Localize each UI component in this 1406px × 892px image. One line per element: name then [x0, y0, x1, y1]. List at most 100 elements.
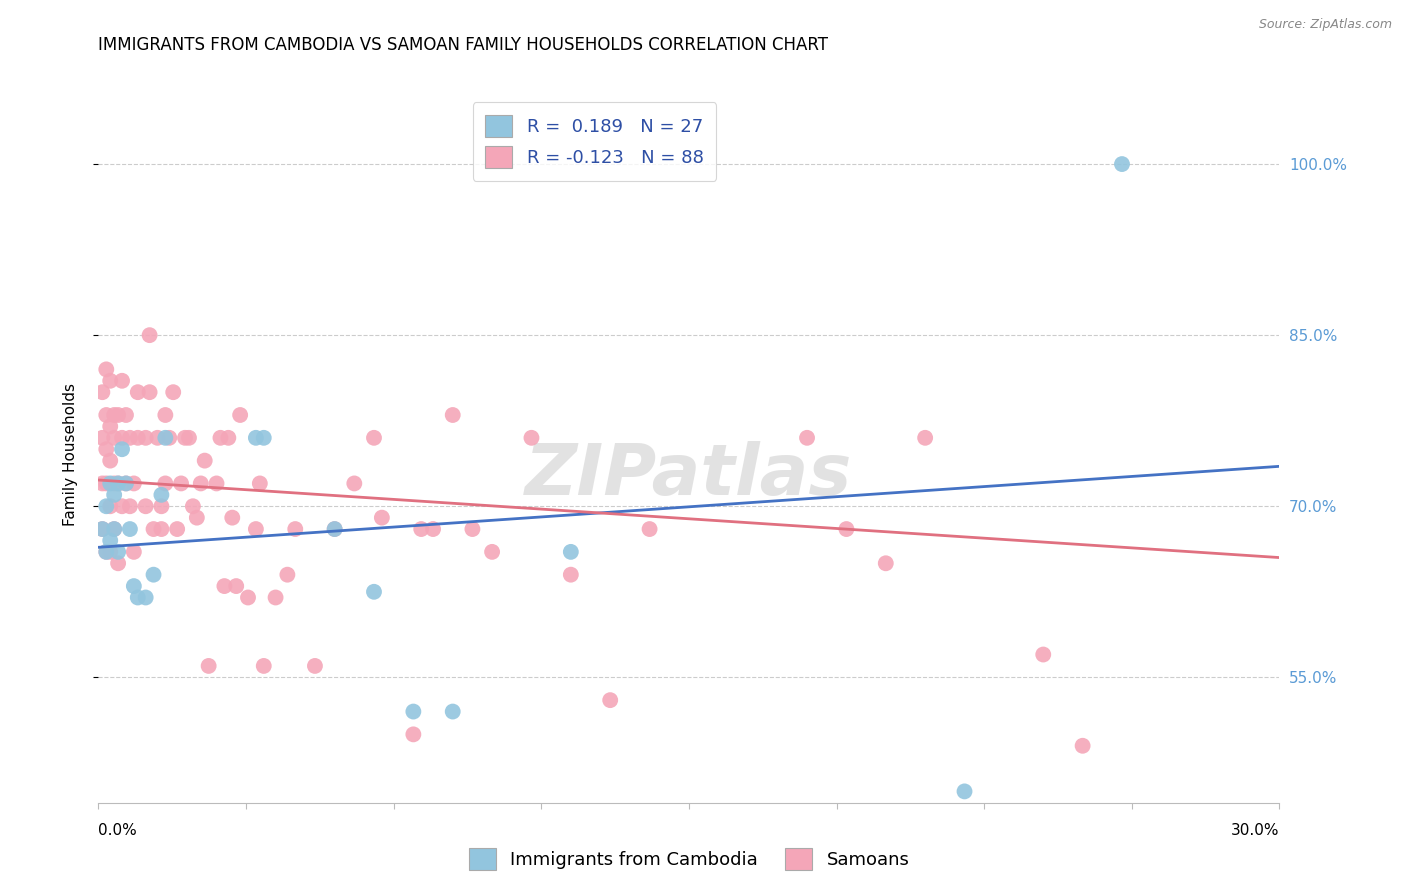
Point [402, 727, 425, 741]
Point [221, 510, 243, 524]
Point [107, 476, 129, 491]
Point [107, 556, 129, 570]
Point [96, 442, 118, 457]
Point [103, 522, 125, 536]
Point [186, 510, 208, 524]
Point [103, 522, 125, 536]
Legend: Immigrants from Cambodia, Samoans: Immigrants from Cambodia, Samoans [461, 841, 917, 877]
Point [96, 362, 118, 376]
Point [91, 431, 114, 445]
Point [181, 500, 204, 514]
Point [122, 579, 145, 593]
Point [1111, 157, 1133, 171]
Point [461, 522, 484, 536]
Point [118, 500, 141, 514]
Point [638, 522, 661, 536]
Point [157, 431, 180, 445]
Point [96, 500, 118, 514]
Point [103, 431, 125, 445]
Point [111, 442, 134, 457]
Point [115, 476, 138, 491]
Point [323, 522, 346, 536]
Point [98, 533, 121, 548]
Point [174, 431, 197, 445]
Point [402, 705, 425, 719]
Point [304, 659, 326, 673]
Point [98, 545, 121, 559]
Point [155, 476, 177, 491]
Point [343, 476, 366, 491]
Point [249, 476, 271, 491]
Point [914, 431, 936, 445]
Point [190, 476, 212, 491]
Point [111, 431, 134, 445]
Point [96, 408, 118, 422]
Point [323, 522, 346, 536]
Point [146, 431, 169, 445]
Point [135, 591, 157, 605]
Point [135, 431, 157, 445]
Point [253, 431, 276, 445]
Point [1032, 648, 1054, 662]
Point [875, 556, 897, 570]
Point [150, 488, 173, 502]
Point [96, 545, 118, 559]
Point [111, 500, 134, 514]
Point [96, 545, 118, 559]
Point [599, 693, 621, 707]
Text: 0.0%: 0.0% [98, 823, 138, 838]
Point [253, 659, 276, 673]
Point [91, 385, 114, 400]
Point [276, 567, 298, 582]
Point [229, 408, 252, 422]
Point [127, 431, 149, 445]
Point [162, 385, 184, 400]
Point [953, 784, 976, 798]
Point [91, 522, 114, 536]
Point [118, 522, 141, 536]
Point [115, 408, 138, 422]
Point [150, 522, 173, 536]
Point [155, 431, 177, 445]
Point [127, 591, 149, 605]
Point [142, 567, 165, 582]
Point [107, 476, 129, 491]
Point [441, 705, 464, 719]
Point [107, 545, 129, 559]
Point [103, 488, 125, 502]
Point [142, 522, 165, 536]
Point [127, 385, 149, 400]
Point [122, 545, 145, 559]
Point [1071, 739, 1094, 753]
Point [138, 328, 160, 343]
Text: IMMIGRANTS FROM CAMBODIA VS SAMOAN FAMILY HOUSEHOLDS CORRELATION CHART: IMMIGRANTS FROM CAMBODIA VS SAMOAN FAMIL… [98, 36, 828, 54]
Point [214, 579, 236, 593]
Point [177, 431, 200, 445]
Point [103, 408, 125, 422]
Point [150, 500, 173, 514]
Point [560, 567, 582, 582]
Text: ZIPatlas: ZIPatlas [526, 442, 852, 510]
Point [98, 500, 121, 514]
Point [111, 374, 134, 388]
Point [107, 408, 129, 422]
Point [284, 522, 307, 536]
Text: Source: ZipAtlas.com: Source: ZipAtlas.com [1258, 18, 1392, 31]
Point [98, 419, 121, 434]
Point [91, 522, 114, 536]
Point [441, 408, 464, 422]
Point [155, 408, 177, 422]
Point [835, 522, 858, 536]
Point [796, 431, 818, 445]
Point [209, 431, 232, 445]
Point [236, 591, 259, 605]
Point [122, 476, 145, 491]
Point [170, 476, 193, 491]
Point [135, 500, 157, 514]
Point [520, 431, 543, 445]
Point [138, 385, 160, 400]
Point [422, 522, 444, 536]
Y-axis label: Family Households: Family Households [63, 384, 77, 526]
Point [115, 476, 138, 491]
Point [363, 584, 385, 599]
